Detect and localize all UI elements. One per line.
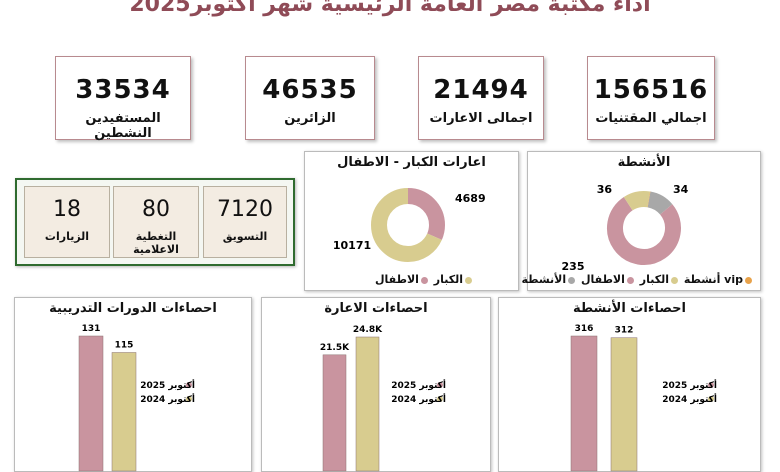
kpi-value: 46535 (262, 75, 358, 105)
training-bar-panel: احصاءات الدورات التدريبية 131 أكتوبر 2025… (14, 297, 252, 472)
page-title: اداء مكتبة مصر العامة الرئيسية شهر اكتوب… (129, 0, 651, 17)
activities-bar-chart: 316 أكتوبر 2025 312 أكتوبر 2024 (570, 324, 717, 472)
bar (78, 335, 104, 472)
kpi-value: 156516 (593, 75, 709, 105)
mini-kpi-label: التسويق (222, 230, 268, 243)
mini-kpi-label: التغطية الاعلامية (133, 230, 179, 256)
loans-bar-chart: 21.5K أكتوبر 2025 24.8K أكتوبر 2024 (320, 325, 446, 472)
bar-label: 24.8K (353, 325, 383, 335)
legend-item: vip أنشطة (684, 273, 754, 286)
chart-title: احصاءات الدورات التدريبية (49, 301, 217, 316)
kpi-label: الزائرين (284, 111, 336, 126)
bar-label: 312 (615, 326, 634, 336)
legend-dot (437, 382, 443, 388)
legend-label: أكتوبر 2025 (140, 379, 195, 391)
bar (322, 354, 347, 472)
donut-slice (607, 191, 681, 265)
slice-label: 235 (562, 260, 585, 273)
donut-slice (607, 191, 681, 265)
legend-label: أكتوبر 2024 (140, 393, 195, 405)
legend-label: أكتوبر 2025 (662, 379, 717, 391)
legend-dot (186, 396, 192, 402)
legend-item: الكبار (434, 273, 474, 286)
kpi-value: 21494 (433, 75, 529, 105)
bar-label: 131 (82, 324, 101, 334)
legend-dot (708, 382, 714, 388)
legend-item: الاطفال (375, 273, 430, 286)
slice-label: 36 (597, 183, 613, 196)
mini-kpi-value: 7120 (217, 197, 273, 222)
bar-label: 316 (575, 324, 594, 334)
mini-kpi-value: 80 (142, 197, 170, 222)
legend-label: أكتوبر 2025 (391, 379, 446, 391)
mini-kpi-group: 18 الزيارات 80 التغطية الاعلامية 7120 ال… (15, 178, 295, 266)
bar-label: 21.5K (320, 343, 350, 353)
legend-dot (708, 396, 714, 402)
chart-title: اعارات الكبار - الاطفال (337, 155, 486, 170)
loans-donut-chart: 4689 10171 (333, 188, 486, 262)
legend-label: أكتوبر 2024 (391, 393, 446, 405)
mini-kpi-value: 18 (53, 197, 81, 222)
bar-label: 115 (115, 340, 134, 350)
kpi-label: المستفيدين النشطين (85, 111, 161, 141)
slice-label: 34 (673, 183, 689, 196)
kpi-value: 33534 (75, 75, 171, 105)
donut-slice (371, 188, 445, 262)
legend-item: الكبار (640, 273, 680, 286)
slice-label: 4689 (455, 192, 486, 205)
bar (355, 336, 380, 472)
legend-dot (186, 382, 192, 388)
mini-kpi-label: الزيارات (44, 230, 90, 243)
mini-kpi-media: 80 التغطية الاعلامية (113, 186, 199, 258)
chart-title: احصاءات الأنشطة (572, 301, 686, 316)
mini-kpi-marketing: 7120 التسويق (203, 186, 287, 258)
loans-donut-panel: اعارات الكبار - الاطفال 4689 10171 الكبار… (304, 151, 519, 291)
activities-bar-panel: احصاءات الأنشطة 316 أكتوبر 2025 312 أكتوبر … (498, 297, 761, 472)
slice-label: 10171 (333, 239, 371, 252)
chart-title: احصاءات الاعارة (324, 301, 428, 316)
kpi-label: اجمالى الاعارات (429, 111, 533, 126)
legend-item: الاطفال (581, 273, 636, 286)
chart-legend: الكبار الاطفال (375, 273, 474, 286)
kpi-active-beneficiaries: 33534 المستفيدين النشطين (55, 56, 191, 141)
chart-title: الأنشطة (617, 155, 671, 170)
kpi-total-holdings: 156516 اجمالي المقتنيات (587, 56, 715, 140)
legend-label: أكتوبر 2024 (662, 393, 717, 405)
activities-donut-chart: 34 235 36 (562, 183, 689, 273)
bar (610, 337, 638, 472)
bar (570, 335, 598, 472)
bar (111, 352, 137, 472)
kpi-visitors: 46535 الزائرين (245, 56, 375, 140)
kpi-total-loans: 21494 اجمالى الاعارات (418, 56, 544, 140)
kpi-label: اجمالي المقتنيات (595, 111, 707, 126)
training-bar-chart: 131 أكتوبر 2025 115 أكتوبر 2024 (78, 324, 195, 472)
loans-bar-panel: احصاءات الاعارة 21.5K أكتوبر 2025 24.8K أكت… (261, 297, 491, 472)
mini-kpi-visits: 18 الزيارات (24, 186, 110, 258)
legend-dot (437, 396, 443, 402)
activities-donut-panel: الأنشطة 34 235 36 vip أنشطة الكبار الاطفال… (475, 151, 761, 291)
